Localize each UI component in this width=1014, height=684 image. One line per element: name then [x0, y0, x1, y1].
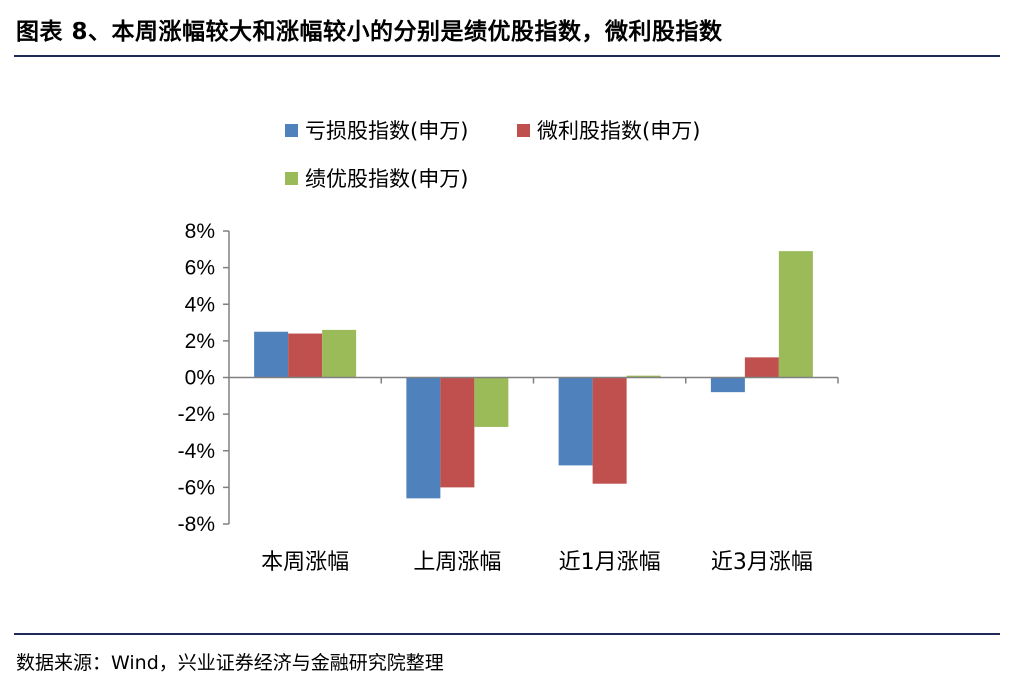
legend-label: 绩优股指数(申万)	[305, 167, 468, 191]
y-tick-label: -2%	[178, 403, 215, 426]
legend-swatch	[285, 172, 298, 185]
legend-swatch	[285, 124, 298, 137]
bar-s2-c3	[778, 251, 813, 378]
top-divider	[14, 55, 1000, 57]
legend-label: 微利股指数(申万)	[537, 119, 700, 143]
bar-s0-c2	[558, 377, 593, 466]
bar-s1-c2	[592, 377, 627, 484]
bottom-divider	[14, 633, 1000, 635]
category-label: 近1月涨幅	[559, 550, 661, 575]
category-label: 本周涨幅	[261, 550, 349, 575]
bar-s0-c0	[254, 331, 289, 378]
y-tick-label: 2%	[185, 330, 215, 353]
bar-s0-c3	[710, 377, 745, 393]
bar-s2-c2	[626, 375, 661, 378]
category-label: 近3月涨幅	[711, 550, 813, 575]
bar-s1-c3	[744, 357, 779, 378]
bar-s2-c0	[322, 329, 357, 378]
legend-swatch	[517, 124, 530, 137]
bar-s1-c0	[288, 333, 323, 378]
y-tick-label: 0%	[185, 367, 215, 390]
category-label: 上周涨幅	[413, 550, 501, 575]
y-tick-label: 4%	[185, 293, 215, 316]
bar-s1-c1	[440, 377, 475, 488]
bar-s0-c1	[406, 377, 441, 499]
y-tick-label: 6%	[185, 257, 215, 280]
source-note: 数据来源：Wind，兴业证券经济与金融研究院整理	[16, 652, 444, 674]
y-tick-label: -8%	[178, 513, 215, 536]
y-tick-label: 8%	[185, 220, 215, 243]
y-tick-label: -4%	[178, 440, 215, 463]
figure-title: 图表 8、本周涨幅较大和涨幅较小的分别是绩优股指数，微利股指数	[16, 19, 723, 45]
bar-s2-c1	[474, 377, 509, 427]
legend-label: 亏损股指数(申万)	[305, 119, 468, 143]
y-tick-label: -6%	[178, 476, 215, 499]
